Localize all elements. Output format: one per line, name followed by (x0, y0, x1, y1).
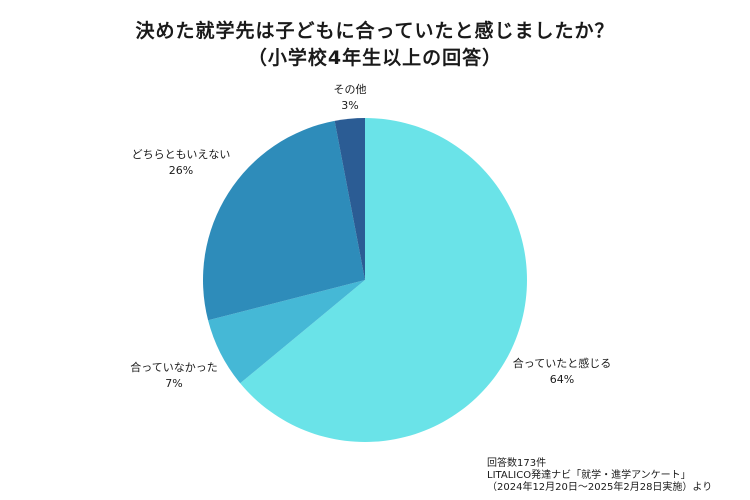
footnote-period: （2024年12月20日～2025年2月28日実施）より (487, 482, 713, 493)
slice-value-4: 3% (341, 99, 358, 112)
slice-value-3: 26% (169, 164, 193, 177)
slice-label-1: 合っていたと感じる (513, 356, 611, 370)
pie-slice-2 (208, 280, 365, 384)
footnote-respondents: 回答数173件 (487, 458, 547, 469)
pie-slice-3 (203, 120, 365, 321)
chart-subtitle: （小学校4年生以上の回答） (247, 47, 503, 69)
slice-value-1: 64% (550, 373, 574, 386)
slice-value-2: 7% (165, 377, 182, 390)
pie-slice-1 (240, 118, 527, 442)
slice-label-4: その他 (334, 83, 367, 96)
slice-label-2: 合っていなかった (130, 360, 217, 374)
slice-label-3: どちらともいえない (132, 148, 231, 161)
pie-slice-4 (334, 118, 365, 280)
footnote: 回答数173件 LITALICO発達ナビ「就学・進学アンケート」 （2024年1… (487, 458, 712, 494)
chart-title: 決めた就学先は子どもに合っていたと感じましたか？ (135, 20, 615, 42)
footnote-source: LITALICO発達ナビ「就学・進学アンケート」 (487, 470, 691, 481)
chart-title-block: 決めた就学先は子どもに合っていたと感じましたか？ （小学校4年生以上の回答） (0, 18, 750, 72)
